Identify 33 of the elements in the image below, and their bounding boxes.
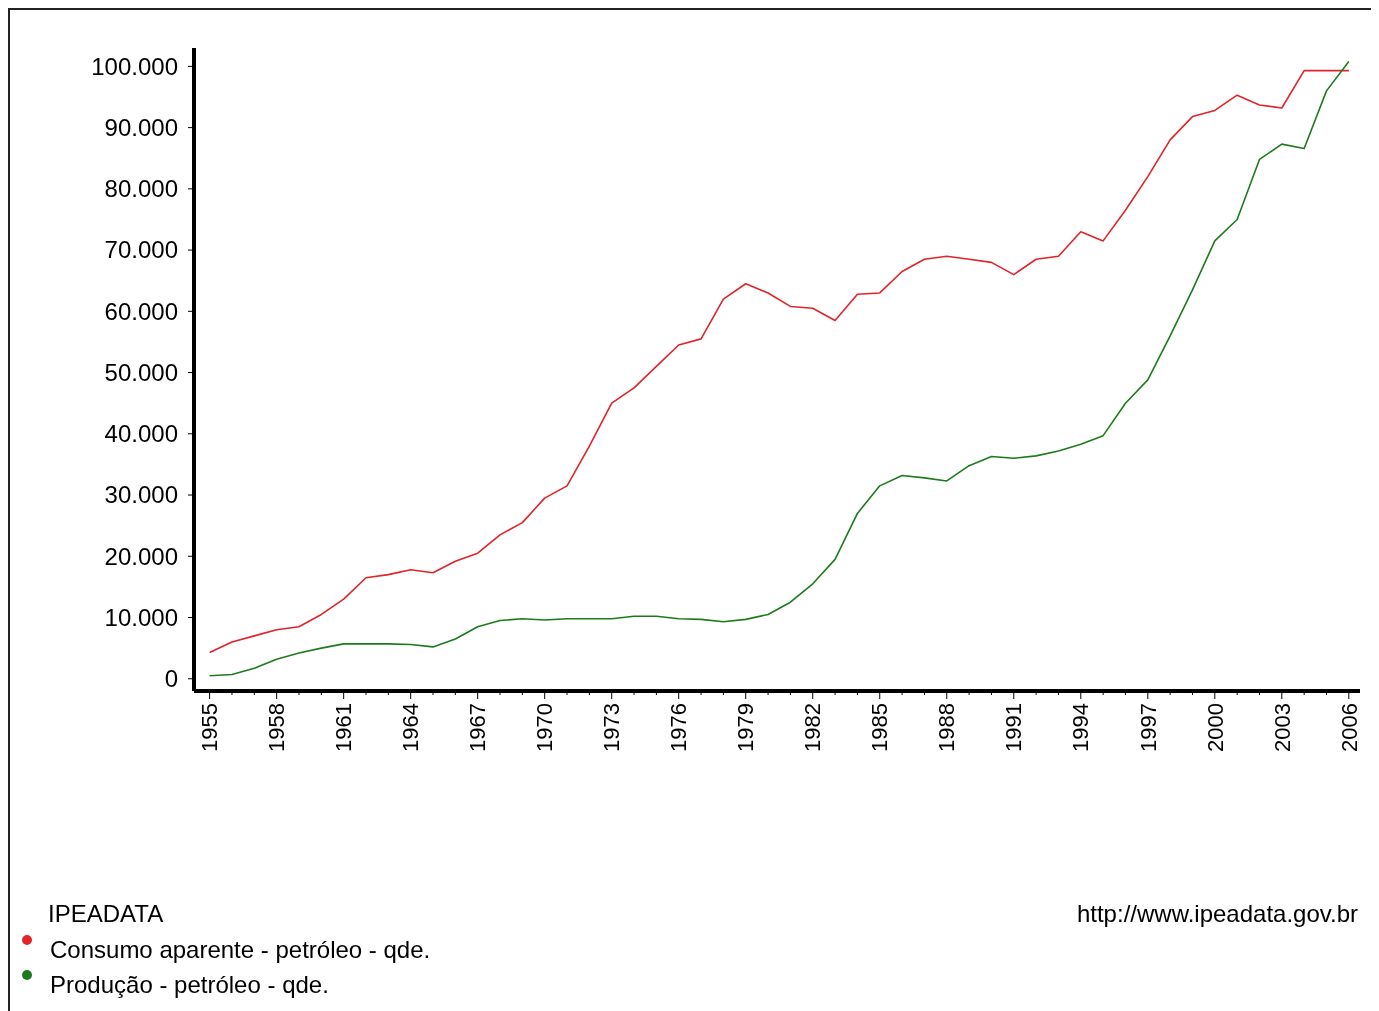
y-tick-label: 90.000 — [104, 114, 178, 142]
y-tick-label: 70.000 — [104, 236, 178, 264]
x-tick-label: 1982 — [800, 703, 826, 752]
y-tick-label: 60.000 — [104, 297, 178, 325]
x-tick-label: 1979 — [733, 703, 759, 752]
y-tick-label: 100.000 — [91, 52, 178, 80]
legend-label: Produção - petróleo - qde. — [50, 971, 329, 998]
y-tick-label: 80.000 — [104, 175, 178, 203]
x-tick-label: 2003 — [1269, 703, 1295, 752]
y-tick-label: 10.000 — [104, 603, 178, 631]
text: http://www.ipeadata.gov.br — [1076, 900, 1358, 927]
text: IPEADATA — [48, 900, 164, 927]
x-tick-label: 1961 — [331, 703, 357, 752]
x-tick-label: 1955 — [197, 703, 223, 752]
x-tick-label: 1985 — [867, 703, 893, 752]
x-tick-label: 2000 — [1202, 703, 1228, 752]
x-tick-label: 1988 — [934, 703, 960, 752]
x-tick-label: 1973 — [599, 703, 625, 752]
x-tick-label: 1997 — [1135, 703, 1161, 752]
y-tick-label: 30.000 — [104, 481, 178, 509]
y-tick-label: 50.000 — [104, 358, 178, 386]
x-tick-label: 1964 — [398, 703, 424, 752]
y-tick-label: 40.000 — [104, 420, 178, 448]
x-tick-label: 2006 — [1336, 703, 1362, 752]
y-tick-label: 0 — [164, 665, 178, 693]
x-tick-label: 1958 — [264, 703, 290, 752]
x-tick-label: 1967 — [465, 703, 491, 752]
y-tick-label: 20.000 — [104, 542, 178, 570]
x-tick-label: 1970 — [532, 703, 558, 752]
x-tick-label: 1976 — [666, 703, 692, 752]
legend-label: Consumo aparente - petróleo - qde. — [50, 936, 431, 963]
x-tick-label: 1994 — [1068, 703, 1094, 752]
x-tick-label: 1991 — [1001, 703, 1027, 752]
